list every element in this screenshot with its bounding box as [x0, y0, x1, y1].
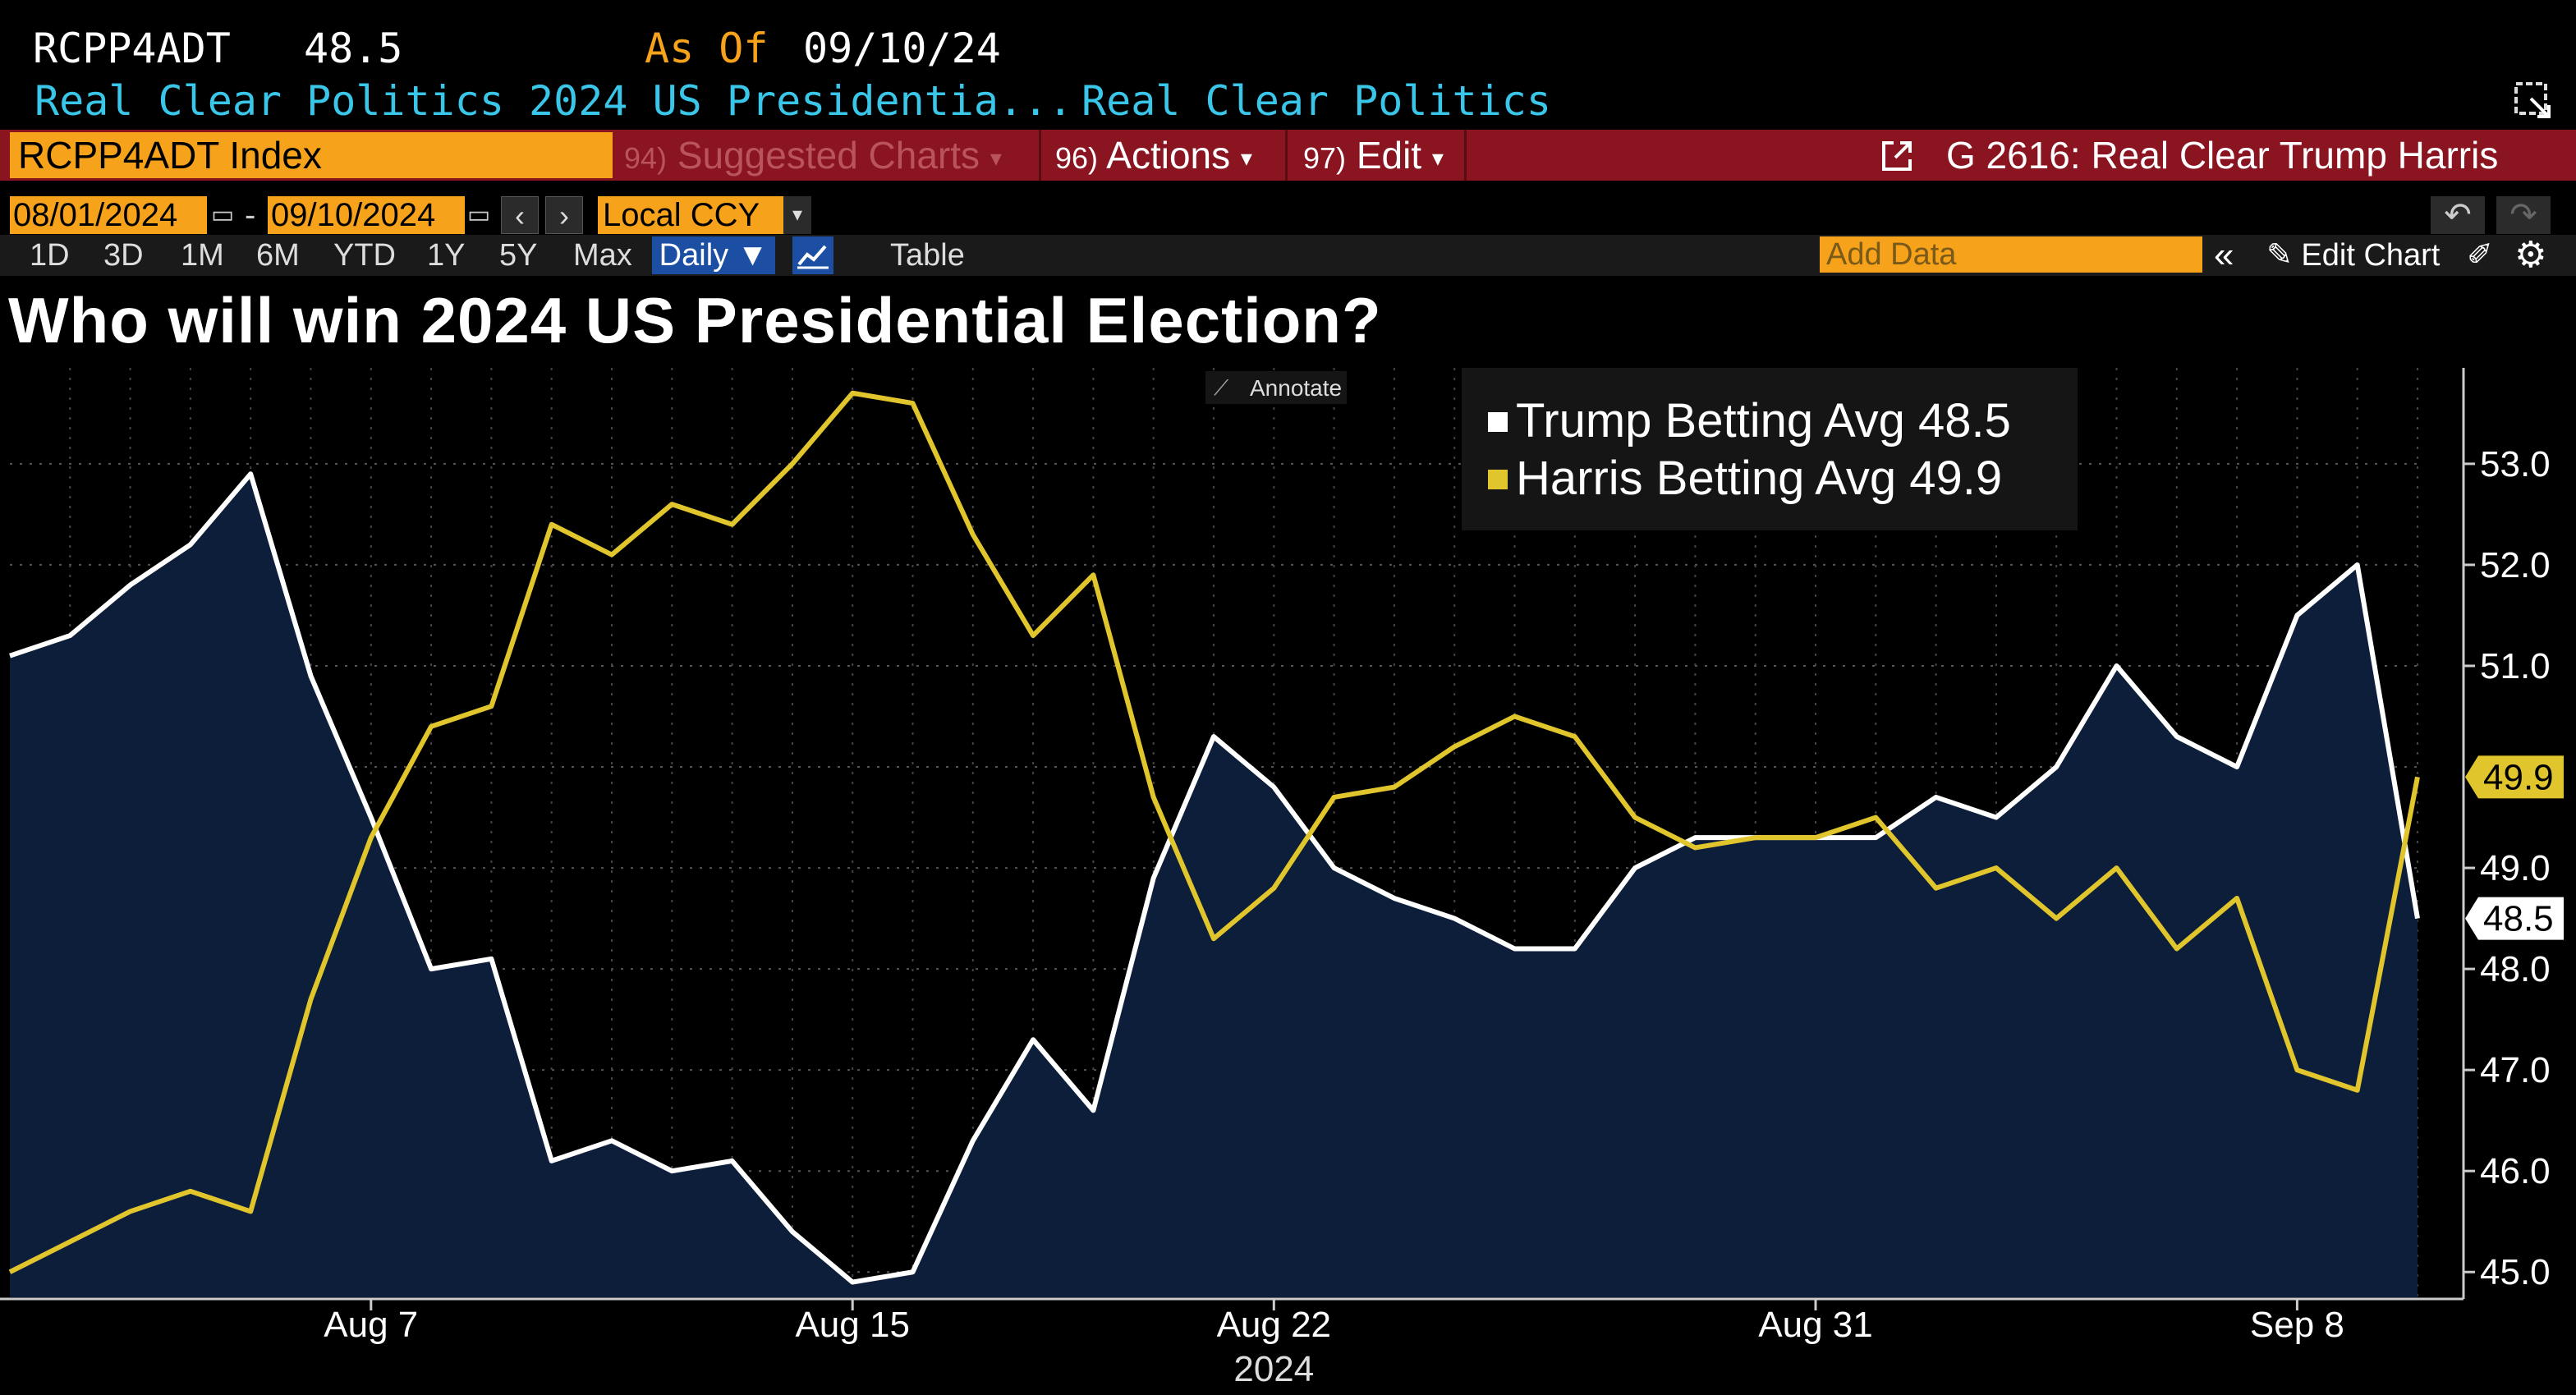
legend-swatch-harris [1488, 470, 1508, 489]
redo-icon[interactable]: ↷ [2496, 196, 2551, 234]
x-tick-label: Aug 15 [795, 1305, 909, 1345]
actions-menu[interactable]: 96) Actions ▾ [1055, 130, 1252, 181]
currency-value: Local CCY [603, 197, 760, 233]
legend-swatch-trump [1488, 412, 1508, 432]
actions-label: Actions [1106, 134, 1231, 177]
x-tick-label: Sep 8 [2250, 1305, 2344, 1345]
x-tick-label: Aug 31 [1758, 1305, 1872, 1345]
y-tick-label: 47.0 [2480, 1050, 2551, 1090]
menu-divider [1039, 130, 1041, 181]
harris-last-value: 49.9 [2483, 757, 2554, 797]
end-date-input[interactable]: 09/10/2024 [268, 196, 465, 234]
harris-last-value-tag: 49.9 [2465, 755, 2564, 799]
edit-number: 97) [1303, 141, 1347, 175]
date-separator: - [245, 197, 256, 233]
trump-last-value: 48.5 [2483, 899, 2554, 939]
calendar-icon[interactable]: ▭ [210, 201, 235, 228]
y-tick-label: 52.0 [2480, 545, 2551, 585]
y-tick-label: 45.0 [2480, 1252, 2551, 1292]
menu-divider [1464, 130, 1467, 181]
popout-icon[interactable] [2513, 79, 2554, 120]
data-source[interactable]: Real Clear Politics [1081, 77, 1551, 125]
legend-label-harris[interactable]: Harris Betting Avg 49.9 [1516, 452, 2002, 505]
trump-series-line[interactable] [9, 471, 2420, 1285]
chart-title: Who will win 2024 US Presidential Electi… [8, 284, 1382, 356]
previous-period-button[interactable]: ‹ [501, 196, 539, 234]
range-1y[interactable]: 1Y [427, 238, 466, 273]
y-tick-label: 46.0 [2480, 1151, 2551, 1191]
actions-number: 96) [1055, 141, 1099, 175]
suggested-charts-label: Suggested Charts [677, 134, 980, 177]
currency-select[interactable]: Local CCY ▾ [598, 196, 811, 234]
trump-last-value-tag: 48.5 [2465, 897, 2564, 940]
legend: Trump Betting Avg 48.5 Harris Betting Av… [1462, 368, 2078, 530]
y-tick-label: 53.0 [2480, 444, 2551, 484]
y-tick-label: 48.0 [2480, 949, 2551, 989]
x-tick-label: Aug 7 [324, 1305, 418, 1345]
start-date-input[interactable]: 08/01/2024 [10, 196, 207, 234]
security-input[interactable]: RCPP4ADT Index [10, 132, 613, 178]
chart-name: G 2616: Real Clear Trump Harris [1946, 134, 2499, 177]
gear-icon[interactable]: ⚙ [2514, 235, 2547, 275]
menu-divider [1285, 130, 1288, 181]
table-button[interactable]: Table [890, 238, 965, 273]
chart-settings-icon[interactable]: ✐ [2467, 238, 2493, 273]
chevron-down-icon: ▾ [990, 145, 1002, 171]
trump-area-fill [10, 474, 2418, 1297]
range-ytd[interactable]: YTD [333, 238, 396, 273]
annotate-label: Annotate [1250, 375, 1342, 401]
annotate-button[interactable]: ⟋ Annotate [1205, 371, 1347, 404]
range-max[interactable]: Max [573, 238, 632, 273]
range-1m[interactable]: 1M [181, 238, 224, 273]
range-6m[interactable]: 6M [256, 238, 300, 273]
as-of-date: 09/10/24 [803, 25, 1001, 72]
chevron-down-icon: ▾ [783, 196, 811, 234]
range-3d[interactable]: 3D [103, 238, 144, 273]
y-tick-label: 51.0 [2480, 646, 2551, 686]
line-chart-icon[interactable] [792, 236, 833, 274]
x-tick-label: Aug 22 [1217, 1305, 1331, 1345]
suggested-charts-menu[interactable]: 94) Suggested Charts ▾ [624, 130, 1002, 181]
as-of-label: As Of [645, 25, 769, 72]
y-tick-label: 49.0 [2480, 848, 2551, 888]
x-axis-year-label: 2024 [1233, 1349, 1314, 1389]
edit-label: Edit [1356, 134, 1422, 177]
calendar-icon[interactable]: ▭ [466, 201, 491, 228]
edit-menu[interactable]: 97) Edit ▾ [1303, 130, 1444, 181]
collapse-icon[interactable]: « [2214, 235, 2234, 275]
chevron-down-icon: ▾ [1240, 145, 1252, 171]
pencil-icon: ✎ [2266, 238, 2293, 273]
external-link-icon[interactable] [1879, 138, 1915, 174]
range-5y[interactable]: 5Y [499, 238, 538, 273]
legend-label-trump[interactable]: Trump Betting Avg 48.5 [1516, 394, 2011, 447]
harris-series-line[interactable] [8, 390, 2420, 1274]
edit-chart-label: Edit Chart [2301, 238, 2441, 273]
frequency-select[interactable]: Daily ▼ [652, 236, 775, 274]
annotate-icon: ⟋ [1214, 375, 1229, 400]
undo-icon[interactable]: ↶ [2431, 196, 2485, 234]
last-value: 48.5 [304, 25, 403, 72]
security-description[interactable]: Real Clear Politics 2024 US Presidentia.… [34, 77, 1073, 125]
ticker-symbol: RCPP4ADT [33, 25, 231, 72]
range-1d[interactable]: 1D [30, 238, 70, 273]
next-period-button[interactable]: › [545, 196, 583, 234]
suggested-charts-number: 94) [624, 141, 668, 175]
add-data-input[interactable]: Add Data [1820, 236, 2202, 273]
edit-chart-button[interactable]: ✎ Edit Chart [2266, 235, 2440, 276]
chevron-down-icon: ▾ [1431, 145, 1444, 171]
